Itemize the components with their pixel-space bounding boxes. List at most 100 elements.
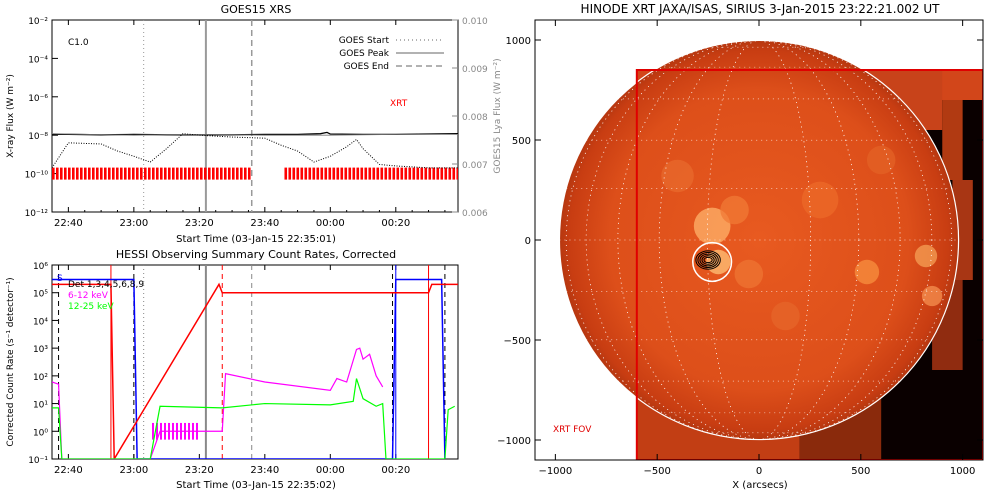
goes-coverage-tick [364, 167, 368, 180]
xrt-active-region [720, 195, 749, 225]
goes-coverage-tick [216, 167, 219, 180]
goes-coverage-tick [132, 167, 135, 180]
goes-y-tick-label: 10⁻¹⁰ [25, 171, 49, 181]
hessi-y-axis: 10⁻¹ 10⁰ 10¹ 10² 10³ 10⁴ 10⁵ 10⁶ [28, 262, 58, 466]
xrt-longitude-line [617, 40, 901, 440]
hessi-x-tick-label: 23:20 [185, 465, 214, 476]
goes-y2-tick-label: 0.008 [462, 113, 488, 123]
goes-coverage-tick [336, 167, 340, 180]
xrt-title: HINODE XRT JAXA/ISAS, SIRIUS 3-Jan-2015 … [581, 2, 941, 16]
hessi-x-label: Start Time (03-Jan-15 22:35:02) [176, 480, 336, 491]
goes-coverage-tick [292, 167, 296, 180]
goes-coverage-tick [396, 167, 400, 180]
hessi-legend-label: 6-12 keV [68, 291, 109, 301]
xrt-x-tick-label: −1000 [538, 466, 572, 477]
goes-series-label: XRT [390, 99, 408, 109]
goes-x-tick-label: 00:00 [316, 218, 345, 229]
goes-coverage-tick [68, 167, 71, 180]
goes-coverage-tick [284, 167, 288, 180]
goes-coverage-tick [180, 167, 183, 180]
goes-coverage-tick [228, 167, 231, 180]
goes-coverage-tick [136, 167, 139, 180]
goes-y-tick-label: 10⁻¹² [25, 209, 49, 219]
xrt-active-region [661, 159, 694, 193]
goes-coverage-tick [152, 167, 155, 180]
goes-coverage-tick [432, 167, 436, 180]
goes-coverage-tick [392, 167, 396, 180]
xrt-contour [703, 256, 713, 264]
goes-coverage-tick [456, 167, 458, 180]
goes-coverage-tick [172, 167, 175, 180]
goes-coverage-tick [96, 167, 99, 180]
goes-coverage-tick [416, 167, 420, 180]
goes-y-tick-label: 10⁻⁶ [28, 94, 48, 104]
hessi-y-tick-label: 10² [33, 373, 48, 383]
goes-coverage-tick [356, 167, 360, 180]
xrt-active-region [734, 259, 764, 289]
hessi-x-tick-label: 23:40 [250, 465, 279, 476]
goes-coverage-tick [428, 167, 432, 180]
goes-y2-tick-label: 0.006 [462, 209, 488, 219]
xrt-x-axis: −1000 −500 0 500 1000 [538, 20, 975, 477]
hessi-y-tick-label: 10⁵ [33, 290, 48, 300]
goes-coverage-tick [444, 167, 448, 180]
goes-coverage-tick [60, 167, 63, 180]
goes-coverage-tick [144, 167, 147, 180]
goes-coverage-tick [400, 167, 404, 180]
hessi-series-group [52, 278, 458, 459]
xrt-fov-label: XRT FOV [553, 425, 592, 435]
goes-coverage-tick [176, 167, 179, 180]
goes-coverage-tick [160, 167, 163, 180]
hessi-y-tick-label: 10³ [33, 345, 48, 355]
goes-y2-tick-label: 0.007 [462, 161, 488, 171]
goes-coverage-tick [436, 167, 440, 180]
goes-coverage-tick [100, 167, 103, 180]
goes-coverage-tick [204, 167, 207, 180]
goes-legend-label: GOES Start [339, 36, 390, 46]
xrt-x-tick-label: 500 [851, 466, 870, 477]
hessi-x-tick-label: 22:40 [54, 465, 83, 476]
goes-x-tick-label: 22:40 [54, 218, 83, 229]
hessi-legend-corner: S [57, 274, 63, 284]
xrt-y-tick-label: 0 [525, 236, 531, 247]
goes-coverage-tick [352, 167, 356, 180]
xrt-contour [697, 251, 719, 269]
xrt-panel: HINODE XRT JAXA/ISAS, SIRIUS 3-Jan-2015 … [497, 2, 984, 491]
goes-coverage-tick [372, 167, 376, 180]
goes-series-thin-gray [52, 133, 458, 136]
goes-coverage-tick [412, 167, 416, 180]
hessi-legend-label: Det 1,3,4,5,6,8,9 [68, 280, 144, 290]
goes-coverage-tick [124, 167, 127, 180]
xrt-y-tick-label: 1000 [506, 36, 531, 47]
goes-coverage-tick [88, 167, 91, 180]
goes-coverage-tick [316, 167, 320, 180]
hessi-series-12-25-keV [52, 378, 456, 459]
hessi-y-tick-label: 10¹ [33, 401, 48, 411]
xrt-y-axis: −1000 −500 0 500 1000 [497, 36, 983, 447]
goes-coverage-tick [328, 167, 332, 180]
goes-coverage-tick [72, 167, 75, 180]
goes-coverage-tick [76, 167, 79, 180]
goes-coverage-tick [156, 167, 159, 180]
goes-coverage-tick [448, 167, 452, 180]
goes-coverage-tick [420, 167, 424, 180]
goes-event-markers [143, 20, 253, 212]
goes-coverage-tick [344, 167, 348, 180]
goes-series-dotted [52, 133, 458, 169]
goes-title: GOES15 XRS [221, 3, 292, 16]
goes-coverage-tick [184, 167, 187, 180]
goes-coverage-tick [304, 167, 308, 180]
hessi-y-label: Corrected Count Rate (s⁻¹ detector⁻¹) [6, 277, 16, 446]
goes-coverage-tick [52, 167, 55, 180]
goes-coverage-tick [236, 167, 239, 180]
goes-coverage-tick [64, 167, 67, 180]
xrt-sun-image [558, 39, 983, 460]
hessi-x-tick-label: 00:00 [316, 465, 345, 476]
hessi-title: HESSI Observing Summary Count Rates, Cor… [116, 248, 396, 261]
goes-x-tick-label: 23:40 [250, 218, 279, 229]
hessi-panel: HESSI Observing Summary Count Rates, Cor… [6, 248, 459, 491]
goes-coverage-tick [340, 167, 344, 180]
goes-y2-tick-label: 0.010 [462, 17, 488, 27]
goes-plot-frame [51, 19, 459, 213]
hessi-vertical-markers [58, 265, 446, 459]
